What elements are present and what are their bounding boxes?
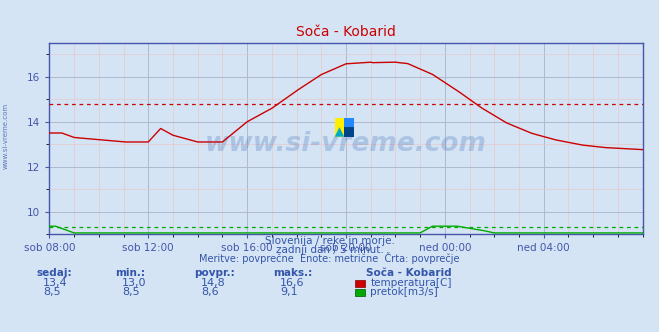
Text: Soča - Kobarid: Soča - Kobarid	[366, 268, 451, 278]
Text: min.:: min.:	[115, 268, 146, 278]
Text: pretok[m3/s]: pretok[m3/s]	[370, 287, 438, 297]
Text: Meritve: povprečne  Enote: metrične  Črta: povprečje: Meritve: povprečne Enote: metrične Črta:…	[199, 252, 460, 264]
Text: povpr.:: povpr.:	[194, 268, 235, 278]
Text: 9,1: 9,1	[280, 287, 298, 297]
Text: 13,4: 13,4	[43, 278, 67, 288]
Text: Slovenija / reke in morje.: Slovenija / reke in morje.	[264, 236, 395, 246]
Title: Soča - Kobarid: Soča - Kobarid	[296, 25, 396, 39]
Text: temperatura[C]: temperatura[C]	[370, 278, 452, 288]
Text: 8,5: 8,5	[122, 287, 140, 297]
Polygon shape	[335, 127, 344, 137]
Text: 14,8: 14,8	[201, 278, 226, 288]
Text: 8,6: 8,6	[201, 287, 219, 297]
Text: 13,0: 13,0	[122, 278, 146, 288]
Text: zadnji dan / 5 minut.: zadnji dan / 5 minut.	[275, 245, 384, 255]
Bar	[344, 127, 354, 137]
Bar	[335, 118, 344, 137]
Text: sedaj:: sedaj:	[36, 268, 72, 278]
Text: maks.:: maks.:	[273, 268, 313, 278]
Text: 16,6: 16,6	[280, 278, 304, 288]
Bar	[344, 118, 354, 127]
Text: www.si-vreme.com: www.si-vreme.com	[205, 131, 487, 157]
Text: www.si-vreme.com: www.si-vreme.com	[2, 103, 9, 169]
Text: 8,5: 8,5	[43, 287, 61, 297]
